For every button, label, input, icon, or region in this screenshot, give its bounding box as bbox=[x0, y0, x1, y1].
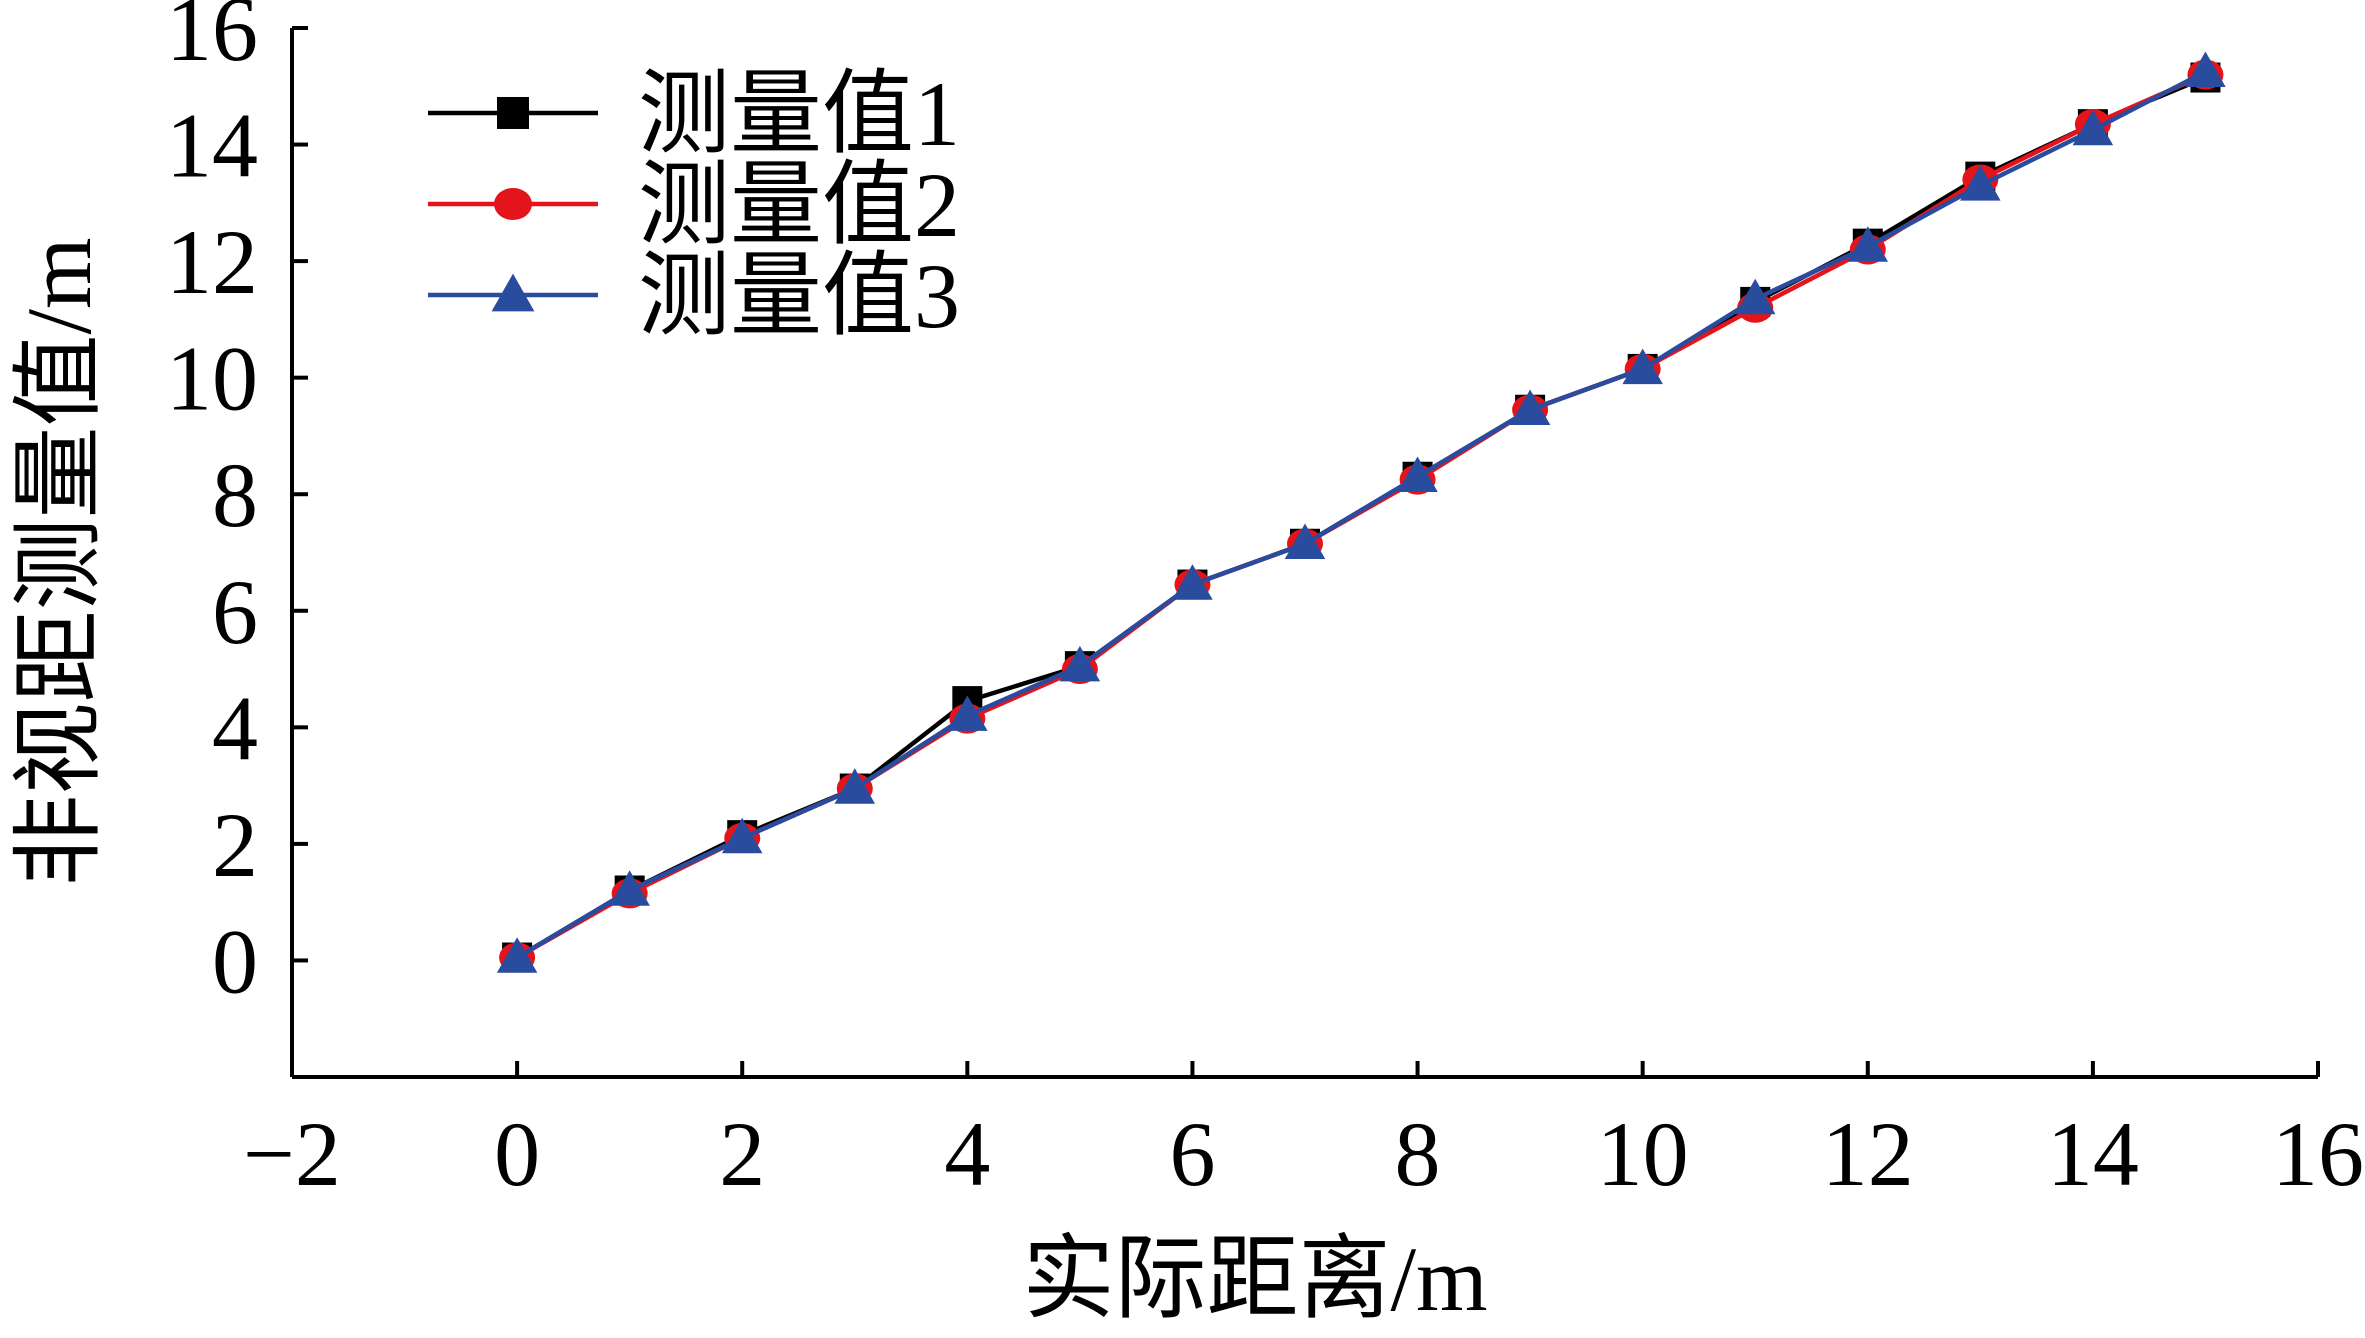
y-tick-label: 14 bbox=[166, 95, 258, 197]
data-point bbox=[609, 870, 650, 906]
x-tick-label: 10 bbox=[1597, 1103, 1689, 1205]
data-point bbox=[1509, 389, 1551, 425]
legend-label: 测量值3 bbox=[638, 245, 960, 347]
data-point bbox=[1172, 564, 1213, 600]
data-point bbox=[947, 695, 988, 731]
y-tick-label: 12 bbox=[166, 211, 258, 313]
x-tick-label: 2 bbox=[719, 1103, 765, 1205]
data-point bbox=[2185, 51, 2226, 87]
legend-marker bbox=[491, 273, 535, 312]
x-tick-label: 12 bbox=[1822, 1103, 1914, 1205]
series-line bbox=[515, 69, 2207, 960]
x-tick-label: 4 bbox=[944, 1103, 990, 1205]
y-tick-label: 0 bbox=[212, 910, 258, 1012]
data-point bbox=[721, 817, 763, 854]
data-point bbox=[1284, 523, 1326, 560]
data-point bbox=[1847, 226, 1889, 262]
x-tick-label: 0 bbox=[494, 1103, 540, 1205]
data-point bbox=[1960, 165, 2001, 201]
y-axis-label: 非视距测量值/m bbox=[8, 237, 110, 886]
y-tick-label: 16 bbox=[166, 0, 258, 80]
series-3 bbox=[496, 51, 2226, 973]
data-point bbox=[834, 768, 876, 804]
data-point bbox=[1397, 456, 1438, 492]
y-tick-label: 8 bbox=[212, 444, 258, 546]
legend-label: 测量值2 bbox=[638, 154, 960, 256]
legend-item-1: 测量值1 bbox=[428, 63, 960, 165]
legend-item-2: 测量值2 bbox=[428, 154, 960, 256]
x-tick-label: 14 bbox=[2047, 1103, 2139, 1205]
y-tick-label: 4 bbox=[212, 677, 258, 779]
y-tick-label: 6 bbox=[212, 561, 258, 663]
data-point bbox=[1622, 348, 1663, 385]
x-axis-label: 实际距离/m bbox=[1022, 1228, 1487, 1330]
legend-item-3: 测量值3 bbox=[428, 245, 960, 347]
x-tick-label: −2 bbox=[243, 1103, 341, 1205]
series-layer bbox=[496, 51, 2226, 973]
legend-marker bbox=[497, 97, 529, 129]
data-point bbox=[2072, 109, 2114, 146]
legend-label: 测量值1 bbox=[638, 63, 960, 165]
legend-marker bbox=[494, 188, 532, 220]
data-point bbox=[496, 937, 538, 973]
data-point bbox=[1734, 278, 1776, 315]
x-tick-label: 6 bbox=[1169, 1103, 1215, 1205]
data-point bbox=[1059, 645, 1101, 682]
y-tick-label: 2 bbox=[212, 794, 258, 896]
x-tick-label: 16 bbox=[2272, 1103, 2364, 1205]
axes: −2 0 2 4 6 8 10 12 14 16 0 2 4 6 8 10 12 14 16 bbox=[166, 0, 2364, 1205]
y-tick-label: 10 bbox=[166, 328, 258, 430]
x-tick-label: 8 bbox=[1395, 1103, 1441, 1205]
